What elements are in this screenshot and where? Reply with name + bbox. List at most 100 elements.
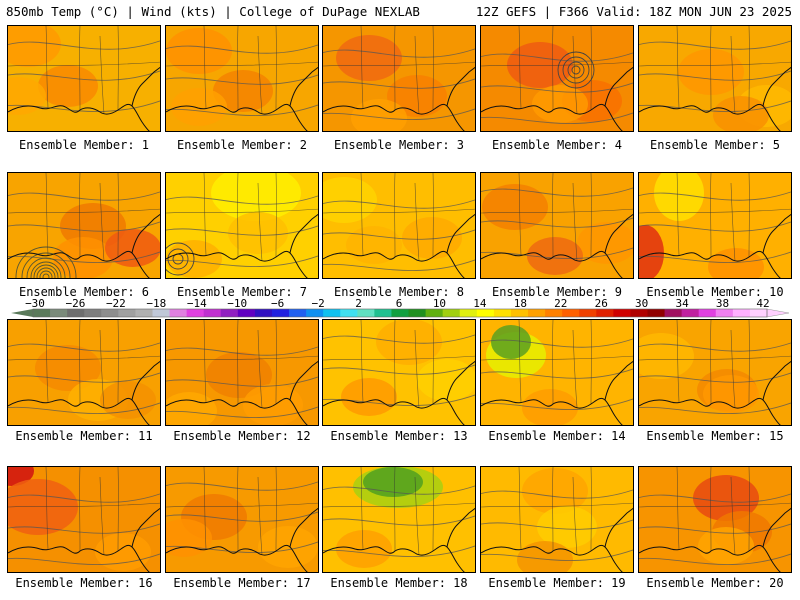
colorbar-swatch — [84, 309, 102, 317]
colorbar-swatch — [459, 309, 478, 317]
temperature-field — [166, 320, 318, 425]
colorbar-swatch — [340, 309, 358, 317]
colorbar-tick-label: 34 — [675, 298, 689, 310]
ensemble-member-label: Ensemble Member: 2 — [176, 138, 308, 152]
ensemble-member-map — [7, 319, 161, 426]
colorbar-tick-label: 42 — [756, 298, 769, 310]
colorbar-swatch — [33, 309, 51, 317]
colorbar-tick-label: 38 — [716, 298, 729, 310]
colorbar-swatch — [528, 309, 546, 317]
colorbar-min-arrow — [11, 309, 33, 317]
colorbar-tick-label: −22 — [106, 298, 126, 310]
colorbar-swatch — [647, 309, 666, 317]
ensemble-member-label: Ensemble Member: 14 — [488, 429, 626, 443]
colorbar-tick-label: 30 — [635, 298, 648, 310]
colorbar-swatch — [630, 309, 649, 317]
temperature-field — [323, 26, 475, 131]
ensemble-member-label: Ensemble Member: 1 — [18, 138, 150, 152]
colorbar-swatch — [67, 309, 85, 317]
ensemble-member-label: Ensemble Member: 11 — [15, 429, 153, 443]
colorbar-swatch — [169, 309, 188, 317]
colorbar-swatch — [476, 309, 495, 317]
ensemble-member-label: Ensemble Member: 8 — [333, 285, 465, 299]
colorbar-swatch — [118, 309, 136, 317]
colorbar-swatch — [749, 309, 768, 317]
temperature-field — [8, 173, 160, 278]
colorbar-swatch — [545, 309, 563, 317]
ensemble-member-map — [480, 319, 634, 426]
colorbar-swatch — [101, 309, 119, 317]
temperature-field — [166, 26, 318, 131]
ensemble-member-map — [638, 319, 792, 426]
ensemble-member-label: Ensemble Member: 19 — [488, 576, 626, 590]
temperature-field — [639, 173, 791, 278]
ensemble-member-label: Ensemble Member: 6 — [18, 285, 150, 299]
ensemble-member-map — [165, 466, 319, 573]
ensemble-member-label: Ensemble Member: 16 — [15, 576, 153, 590]
colorbar-swatch — [391, 309, 410, 317]
temperature-field — [166, 173, 318, 278]
colorbar-swatch — [613, 309, 631, 317]
colorbar-swatch — [510, 309, 529, 317]
temperature-field — [639, 26, 791, 131]
ensemble-member-label: Ensemble Member: 13 — [330, 429, 468, 443]
colorbar-swatch — [698, 309, 717, 317]
chart-title: 850mb Temp (°C) | Wind (kts) | College o… — [6, 4, 420, 19]
ensemble-member-label: Ensemble Member: 5 — [649, 138, 781, 152]
colorbar-max-arrow — [766, 308, 790, 318]
ensemble-member-map — [480, 25, 634, 132]
colorbar-swatch — [715, 309, 734, 317]
ensemble-member-map — [322, 25, 476, 132]
ensemble-member-map — [165, 319, 319, 426]
ensemble-member-label: Ensemble Member: 15 — [646, 429, 784, 443]
ensemble-member-label: Ensemble Member: 17 — [173, 576, 311, 590]
ensemble-member-map — [638, 25, 792, 132]
colorbar-swatch — [220, 309, 239, 317]
ensemble-member-map — [322, 466, 476, 573]
ensemble-member-label: Ensemble Member: 20 — [646, 576, 784, 590]
ensemble-member-map — [322, 172, 476, 279]
colorbar-swatch — [664, 309, 683, 317]
ensemble-member-label: Ensemble Member: 10 — [646, 285, 784, 299]
colorbar-swatch — [579, 309, 597, 317]
colorbar-swatch — [152, 309, 171, 317]
model-run-info: 12Z GEFS | F366 Valid: 18Z MON JUN 23 20… — [475, 4, 792, 19]
colorbar-swatch — [135, 309, 153, 317]
temperature-field — [481, 320, 633, 425]
ensemble-member-label: Ensemble Member: 9 — [491, 285, 623, 299]
colorbar-tick-label: 2 — [355, 298, 362, 310]
colorbar-swatch — [254, 309, 273, 317]
ensemble-member-label: Ensemble Member: 12 — [173, 429, 311, 443]
ensemble-member-label: Ensemble Member: 3 — [333, 138, 465, 152]
temperature-field — [639, 320, 791, 425]
colorbar-swatch — [203, 309, 222, 317]
ensemble-member-map — [165, 172, 319, 279]
ensemble-member-label: Ensemble Member: 18 — [330, 576, 468, 590]
colorbar-tick-label: −18 — [146, 298, 166, 310]
colorbar-swatch — [562, 309, 580, 317]
temperature-field — [323, 467, 475, 572]
temperature-field — [639, 467, 791, 572]
colorbar-swatch — [186, 309, 205, 317]
temperature-field — [8, 26, 160, 131]
colorbar-swatch — [357, 309, 375, 317]
colorbar-swatch — [306, 309, 324, 317]
temperature-field — [323, 320, 475, 425]
ensemble-member-map — [7, 172, 161, 279]
temperature-field — [8, 320, 160, 425]
temperature-field — [8, 467, 160, 572]
colorbar-swatch — [442, 309, 461, 317]
colorbar-swatch — [271, 309, 290, 317]
colorbar-swatch — [425, 309, 444, 317]
colorbar-swatch — [732, 309, 751, 317]
ensemble-member-map — [7, 466, 161, 573]
ensemble-member-map — [322, 319, 476, 426]
colorbar-tick-label: 18 — [514, 298, 527, 310]
colorbar-tick-label: −10 — [227, 298, 247, 310]
colorbar-swatch — [50, 309, 68, 317]
temperature-field — [481, 467, 633, 572]
colorbar-tick-label: −14 — [187, 298, 207, 310]
temperature-field — [323, 173, 475, 278]
colorbar-tick-label: 14 — [473, 298, 487, 310]
colorbar-swatch — [493, 309, 512, 317]
